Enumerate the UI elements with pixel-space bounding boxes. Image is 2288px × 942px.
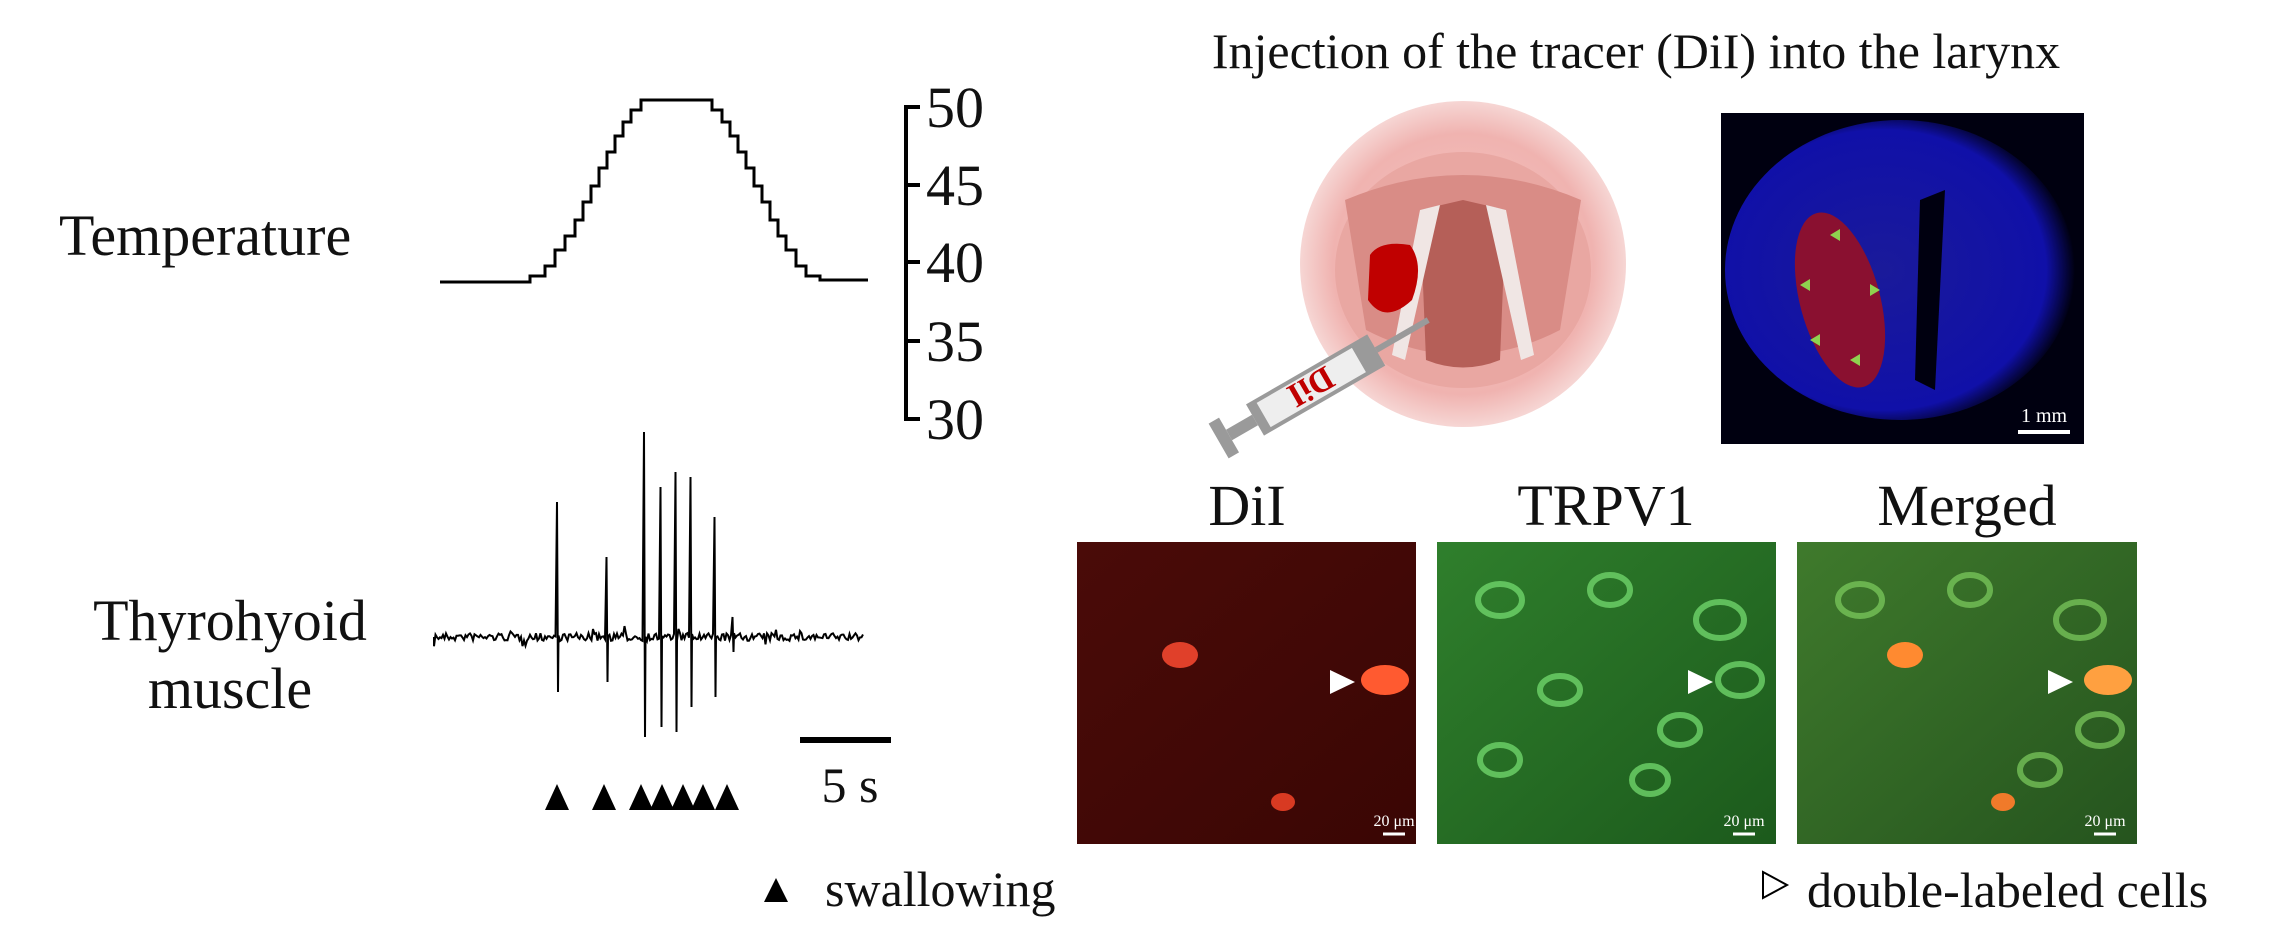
- tick-label: 40: [926, 230, 984, 295]
- panel-label: Merged: [1877, 473, 2056, 538]
- emg-trace: [433, 431, 864, 738]
- panel-label: TRPV1: [1517, 473, 1694, 538]
- temperature-ticks: 50 45 40 35 30: [926, 75, 984, 452]
- emg-label: muscle: [148, 656, 312, 721]
- micrograph-merged: 20 μm: [1797, 542, 2137, 844]
- time-scale-label: 5 s: [822, 757, 879, 813]
- scale-label: 20 μm: [1373, 813, 1415, 830]
- syringe: DiI: [1208, 317, 1430, 459]
- tick-label: 30: [926, 387, 984, 452]
- legend-double: double-labeled cells: [1807, 862, 2208, 918]
- injection-title: Injection of the tracer (DiI) into the l…: [1212, 23, 2060, 79]
- micrograph-dii: 20 μm: [1077, 542, 1416, 844]
- section-scale: 1 mm: [2021, 405, 2068, 427]
- tick-label: 35: [926, 309, 984, 374]
- section-image: 1 mm: [1721, 113, 2084, 444]
- emg-label: Thyrohyoid: [93, 588, 367, 653]
- legend-swallow-icon: [764, 878, 788, 902]
- micrograph-trpv1: 20 μm: [1437, 542, 1776, 844]
- swallow-markers: [545, 784, 739, 810]
- scale-label: 20 μm: [2084, 813, 2126, 830]
- scale-label: 20 μm: [1723, 813, 1765, 830]
- temperature-trace: [440, 98, 868, 284]
- tick-label: 45: [926, 153, 984, 218]
- temperature-label: Temperature: [59, 203, 351, 268]
- legend-double-icon: [1762, 870, 1790, 900]
- temperature-axis: [904, 105, 920, 421]
- tick-label: 50: [926, 75, 984, 140]
- legend-swallowing: swallowing: [825, 861, 1056, 917]
- panel-label: DiI: [1208, 473, 1285, 538]
